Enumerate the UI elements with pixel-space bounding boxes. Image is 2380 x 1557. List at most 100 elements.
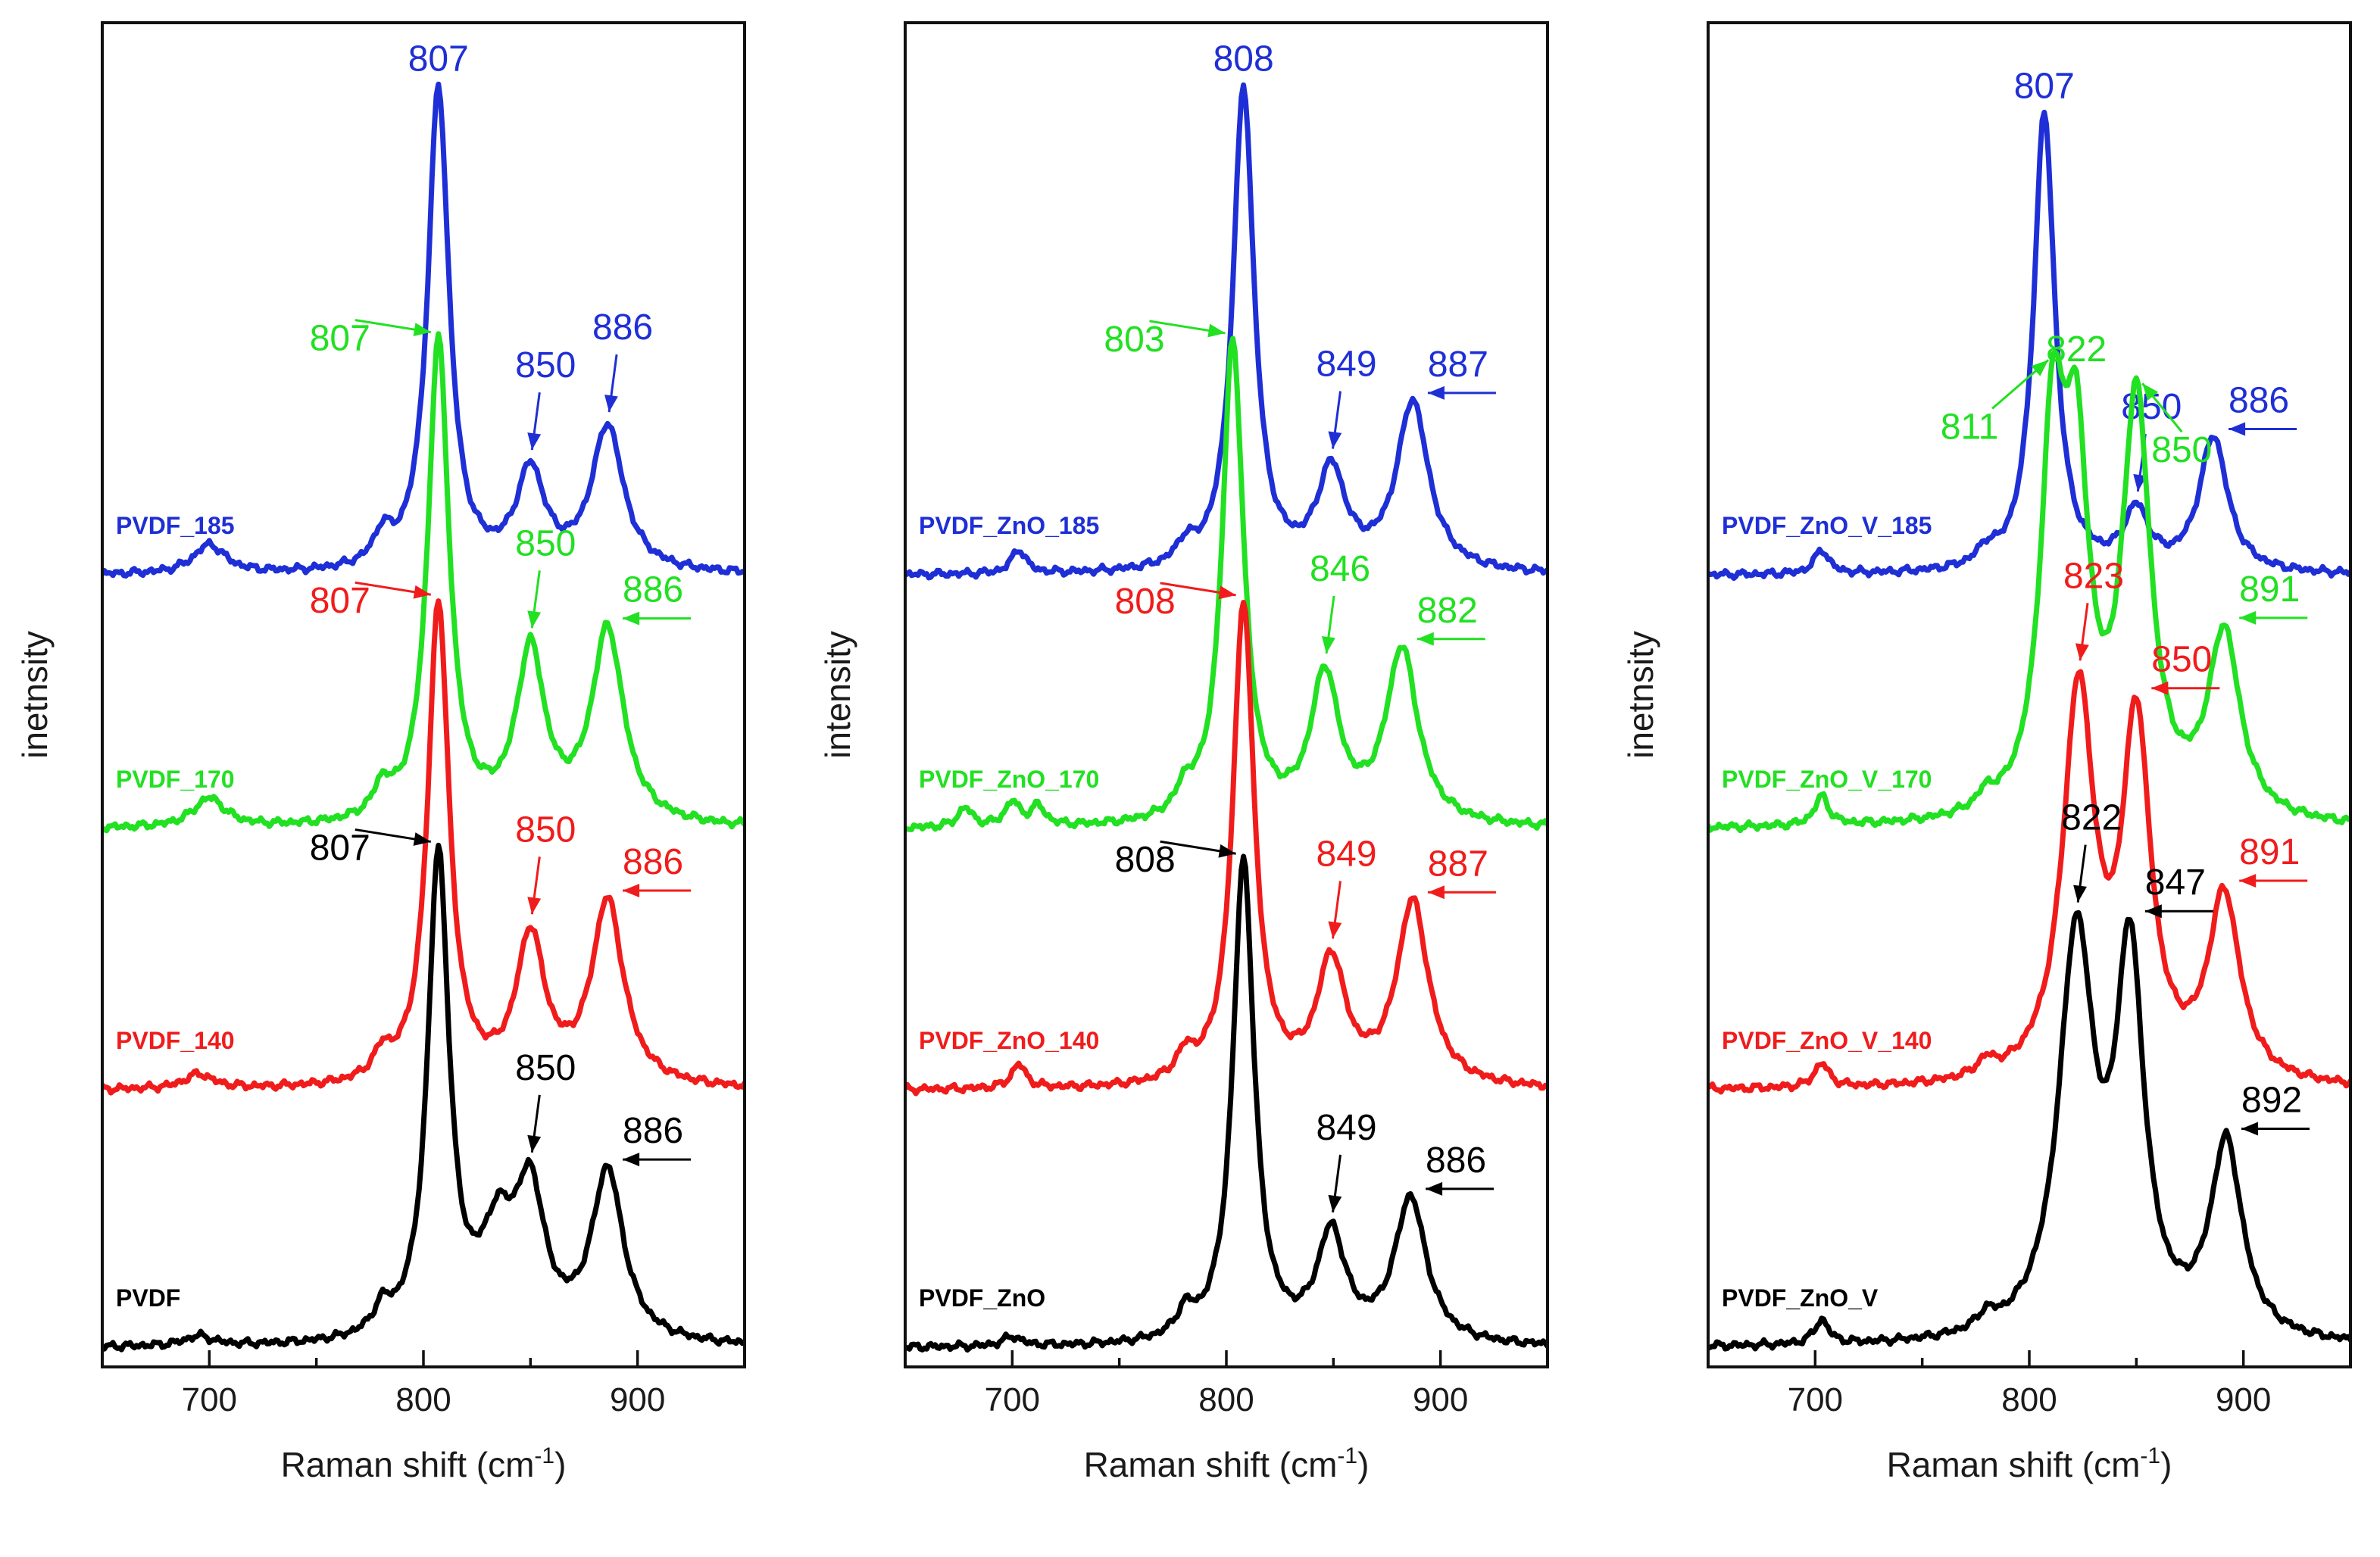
x-axis-title: Raman shift (cm-1) [281, 1443, 567, 1484]
peak-label: 886 [623, 842, 683, 882]
peak-arrowhead [623, 1153, 640, 1167]
x-tick-label: 700 [1788, 1381, 1843, 1418]
peak-label: 823 [2063, 556, 2124, 596]
series-label: PVDF_ZnO_170 [919, 766, 1099, 793]
peak-arrowhead [1328, 1194, 1342, 1212]
series-line-pvdf [102, 842, 745, 1353]
peak-arrowhead [2031, 360, 2049, 376]
peak-label: 850 [515, 1048, 576, 1088]
peak-label: 847 [2145, 863, 2206, 903]
peak-label: 803 [1104, 320, 1164, 360]
peak-label: 846 [1310, 549, 1370, 589]
peak-label: 886 [623, 1111, 683, 1151]
series-line-pvdf-170 [102, 331, 745, 834]
peak-arrowhead [413, 323, 431, 336]
peak-label: 887 [1428, 844, 1488, 884]
y-axis-title: intensity [818, 631, 857, 759]
peak-label: 811 [1941, 407, 1999, 448]
peak-label: 849 [1316, 834, 1376, 874]
peak-arrowhead [2151, 681, 2169, 695]
peak-arrowhead [527, 1134, 542, 1153]
peak-label: 850 [515, 523, 576, 563]
series-label: PVDF_ZnO_140 [919, 1027, 1099, 1054]
panel-2: PVDF_ZnO_185 808 849 887 PVDF_ZnO_170 803 846 8… [818, 21, 1549, 1484]
panel-3: PVDF_ZnO_V_185 807 850 886 PVDF_ZnO_V_170 811… [1621, 21, 2352, 1484]
series-line-pvdf-zno-v [1708, 910, 2350, 1352]
peak-arrowhead [413, 585, 431, 599]
y-axis-title: inetnsity [1621, 631, 1660, 759]
x-tick-label: 900 [610, 1381, 665, 1418]
peak-label: 808 [1213, 39, 1274, 80]
x-axis-title: Raman shift (cm-1) [1084, 1443, 1370, 1484]
peak-arrowhead [1427, 385, 1445, 400]
series-line-pvdf-zno [905, 853, 1548, 1353]
peak-label: 891 [2239, 832, 2300, 872]
x-axis-title: Raman shift (cm-1) [1887, 1443, 2172, 1484]
series-line-pvdf-zno-140 [905, 600, 1548, 1097]
peak-arrowhead [623, 611, 640, 626]
series-label: PVDF_140 [116, 1027, 235, 1054]
peak-label: 807 [408, 39, 469, 80]
peak-label: 886 [1426, 1140, 1486, 1181]
peak-arrowhead [604, 395, 618, 413]
peak-label: 808 [1115, 840, 1176, 880]
peak-label: 807 [310, 828, 370, 868]
series-line-pvdf-140 [102, 598, 745, 1096]
peak-arrowhead [527, 897, 542, 915]
series-line-pvdf-zno-170 [905, 335, 1548, 832]
peak-arrowhead [1426, 1181, 1443, 1196]
peak-label: 886 [592, 307, 653, 348]
series-label: PVDF_ZnO [919, 1284, 1045, 1312]
peak-arrowhead [2073, 885, 2087, 903]
panel-1: PVDF_185 807 850 886 PVDF_170 807 850 886 PVDF_1… [15, 21, 746, 1484]
series-label: PVDF_ZnO_V [1722, 1284, 1879, 1312]
peak-label: 850 [515, 345, 576, 385]
peak-label: 807 [2014, 67, 2075, 107]
series-line-pvdf-185 [102, 81, 745, 579]
y-axis-title: inetnsity [15, 631, 55, 759]
peak-label: 822 [2046, 329, 2107, 370]
series-label: PVDF_ZnO_V_185 [1722, 512, 1932, 539]
x-tick-label: 800 [2001, 1381, 2057, 1418]
peak-label: 807 [310, 319, 370, 359]
peak-label: 892 [2241, 1081, 2302, 1121]
peak-arrowhead [527, 610, 542, 629]
peak-arrowhead [1218, 844, 1236, 858]
peak-arrowhead [2241, 1122, 2259, 1136]
series-line-pvdf-zno-v-185 [1708, 109, 2350, 582]
peak-arrowhead [1218, 585, 1236, 600]
peak-arrowhead [2229, 422, 2246, 436]
peak-arrowhead [1207, 323, 1226, 338]
peak-label: 850 [2151, 430, 2212, 470]
peak-label: 882 [1417, 591, 1478, 631]
peak-arrowhead [1321, 635, 1335, 654]
peak-arrowhead [2075, 643, 2089, 661]
peak-label: 886 [623, 570, 683, 610]
peak-arrowhead [413, 832, 431, 846]
peak-label: 849 [1316, 345, 1376, 385]
peak-label: 886 [2229, 380, 2289, 420]
peak-arrowhead [1427, 885, 1445, 900]
peak-arrowhead [623, 883, 640, 897]
x-tick-label: 800 [395, 1381, 451, 1418]
peak-label: 808 [1115, 582, 1176, 622]
x-tick-label: 700 [182, 1381, 237, 1418]
peak-label: 891 [2239, 569, 2300, 610]
x-tick-label: 700 [985, 1381, 1040, 1418]
peak-arrowhead [1416, 632, 1434, 646]
series-label: PVDF [116, 1284, 180, 1312]
x-tick-label: 900 [2216, 1381, 2271, 1418]
series-label: PVDF_170 [116, 766, 235, 793]
peak-arrowhead [1328, 431, 1342, 449]
series-line-pvdf-zno-185 [905, 82, 1548, 581]
peak-arrowhead [2239, 610, 2257, 625]
peak-label: 850 [2151, 640, 2212, 680]
peak-arrowhead [2144, 904, 2162, 919]
x-tick-label: 900 [1413, 1381, 1468, 1418]
peak-label: 822 [2061, 798, 2122, 838]
series-line-pvdf-zno-v-170 [1708, 349, 2350, 834]
series-label: PVDF_ZnO_V_140 [1722, 1027, 1932, 1054]
peak-label: 807 [310, 581, 370, 621]
x-tick-label: 800 [1198, 1381, 1254, 1418]
